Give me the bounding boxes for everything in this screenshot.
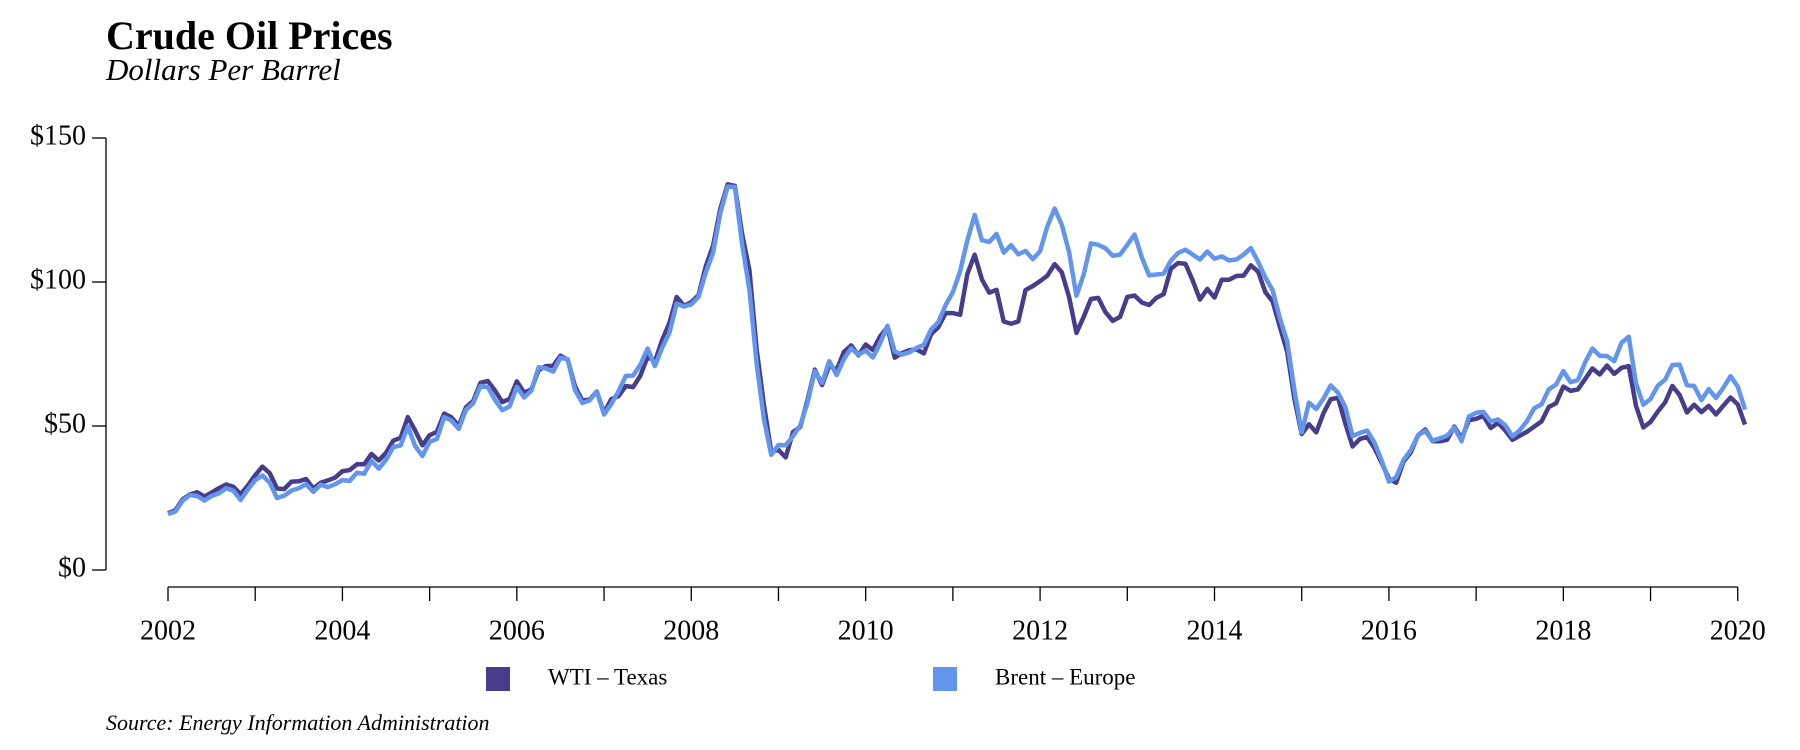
- chart-subtitle: Dollars Per Barrel: [105, 52, 341, 87]
- x-tick-label: 2020: [1710, 615, 1766, 646]
- legend-label: WTI – Texas: [548, 664, 667, 689]
- y-tick-label: $0: [58, 552, 86, 583]
- line-series: [167, 182, 1748, 516]
- y-tick-label: $150: [30, 120, 86, 151]
- x-tick-label: 2014: [1187, 615, 1243, 646]
- x-tick-label: 2016: [1361, 615, 1417, 646]
- line-series: [167, 184, 1748, 517]
- legend-swatch: [486, 667, 510, 691]
- x-tick-label: 2004: [314, 615, 370, 646]
- x-tick-label: 2002: [140, 615, 196, 646]
- y-tick-label: $100: [30, 264, 86, 295]
- y-tick-label: $50: [44, 408, 86, 439]
- x-tick-label: 2018: [1535, 615, 1591, 646]
- source-note: Source: Energy Information Administratio…: [106, 710, 490, 735]
- x-tick-label: 2010: [838, 615, 894, 646]
- x-tick-label: 2006: [489, 615, 545, 646]
- chart-title: Crude Oil Prices: [106, 13, 393, 58]
- x-tick-label: 2008: [663, 615, 719, 646]
- x-tick-label: 2012: [1012, 615, 1068, 646]
- legend-label: Brent – Europe: [995, 664, 1136, 689]
- legend-swatch: [933, 667, 957, 691]
